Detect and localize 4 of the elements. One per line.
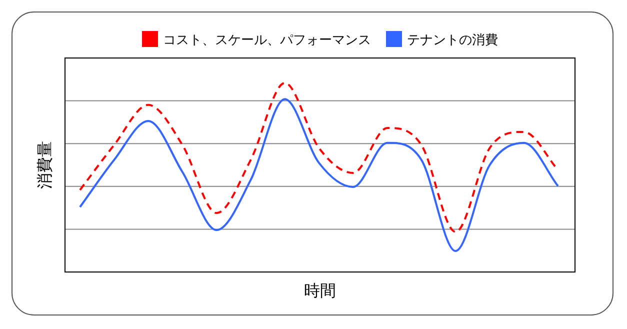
x-axis-title: 時間 bbox=[304, 281, 336, 300]
y-axis-title: 消費量 bbox=[35, 141, 54, 189]
legend-label: テナントの消費 bbox=[407, 33, 498, 48]
legend-label: コスト、スケール、パフォーマンス bbox=[163, 33, 371, 48]
